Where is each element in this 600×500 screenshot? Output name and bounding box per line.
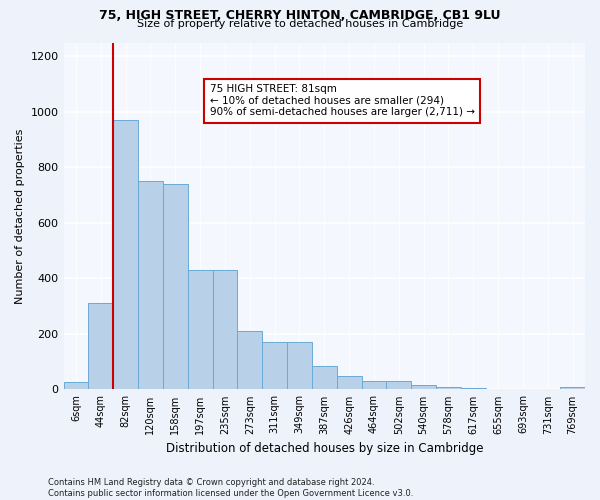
Bar [113,120,138,390]
Bar [436,386,461,390]
Bar [461,388,485,390]
Bar [64,382,88,390]
Text: Contains HM Land Registry data © Crown copyright and database right 2024.
Contai: Contains HM Land Registry data © Crown c… [48,478,413,498]
Bar [163,184,188,390]
Bar [485,388,511,390]
Bar [511,389,535,390]
Bar [312,366,337,390]
Text: 75 HIGH STREET: 81sqm
← 10% of detached houses are smaller (294)
90% of semi-det: 75 HIGH STREET: 81sqm ← 10% of detached … [209,84,475,117]
Bar [188,270,212,390]
Text: 75, HIGH STREET, CHERRY HINTON, CAMBRIDGE, CB1 9LU: 75, HIGH STREET, CHERRY HINTON, CAMBRIDG… [99,9,501,22]
Text: Size of property relative to detached houses in Cambridge: Size of property relative to detached ho… [137,19,463,29]
Bar [88,304,113,390]
Bar [212,270,238,390]
Bar [238,331,262,390]
Bar [138,182,163,390]
Bar [262,342,287,390]
Y-axis label: Number of detached properties: Number of detached properties [15,128,25,304]
Bar [411,386,436,390]
Bar [386,381,411,390]
Bar [560,386,585,390]
Bar [337,376,362,390]
Bar [362,381,386,390]
Bar [287,342,312,390]
X-axis label: Distribution of detached houses by size in Cambridge: Distribution of detached houses by size … [166,442,483,455]
